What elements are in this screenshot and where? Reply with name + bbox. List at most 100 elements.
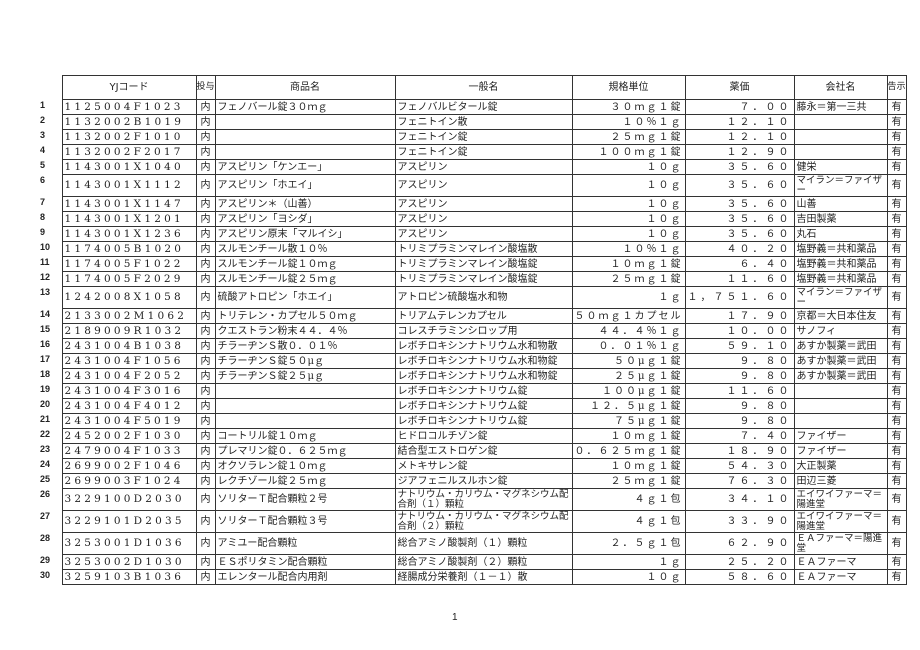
table-row: 7 1143001X1147 内アスピリン＊（山善） アスピリン １０ｇ ３５．６０ 山善有 bbox=[40, 196, 907, 212]
unit-cell: ４ｇ１包 bbox=[571, 510, 686, 533]
brand-name-cell: ソリターＴ配合顆粒３号 bbox=[214, 510, 396, 533]
generic-name-cell: アスピリン bbox=[394, 159, 573, 175]
notice-cell: 有 bbox=[886, 308, 907, 324]
brand-name-cell: スルモンチール錠１０ｍｇ bbox=[214, 256, 396, 272]
generic-name-cell: アスピリン bbox=[394, 226, 573, 242]
route-cell: 内 bbox=[195, 532, 216, 555]
company-cell: ＥＡファーマ bbox=[793, 554, 888, 570]
brand-name-cell: チラーヂンＳ錠２５μｇ bbox=[214, 368, 396, 384]
generic-name-cell: コレスチラミンシロップ用 bbox=[394, 323, 573, 339]
unit-cell: ２５ｍｇ１錠 bbox=[571, 473, 686, 489]
row-number: 2 bbox=[40, 114, 46, 125]
unit-cell: １ｇ bbox=[571, 554, 686, 570]
row-number: 6 bbox=[40, 174, 46, 185]
notice-cell: 有 bbox=[886, 383, 907, 399]
route-cell: 内 bbox=[195, 428, 216, 444]
price-cell: １，７５１．６０ bbox=[684, 286, 795, 309]
header-generic-name: 一般名 bbox=[394, 75, 573, 100]
yj-code-cell: 1125004F1023 bbox=[61, 99, 197, 115]
company-cell: 藤永＝第一三共 bbox=[793, 99, 888, 115]
notice-cell: 有 bbox=[886, 226, 907, 242]
unit-cell: １０％１ｇ bbox=[571, 241, 686, 257]
route-cell: 内 bbox=[195, 211, 216, 227]
yj-code-cell: 2133002M1062 bbox=[61, 308, 197, 324]
brand-name-cell: スルモンチール錠２５ｍｇ bbox=[214, 271, 396, 287]
company-cell: ＥＡファーマ＝陽進堂 bbox=[793, 532, 888, 555]
table-row: 30 3259103B1036 内エレンタール配合内用剤 経腸成分栄養剤（１－１）散 １… bbox=[40, 569, 907, 585]
unit-cell: ０．０１％１ｇ bbox=[571, 338, 686, 354]
generic-name-cell: メトキサレン錠 bbox=[394, 458, 573, 474]
company-cell: 塩野義＝共和薬品 bbox=[793, 241, 888, 257]
notice-cell: 有 bbox=[886, 473, 907, 489]
brand-name-cell: アスピリン原末「マルイシ」 bbox=[214, 226, 396, 242]
header-price: 薬価 bbox=[684, 75, 795, 100]
notice-cell: 有 bbox=[886, 398, 907, 414]
table-row: 11 1174005F1022 内スルモンチール錠１０ｍｇ トリミプラミンマレイン酸塩… bbox=[40, 256, 907, 272]
price-cell: １１．６０ bbox=[684, 271, 795, 287]
row-number: 26 bbox=[40, 488, 51, 499]
row-number: 23 bbox=[40, 443, 51, 454]
notice-cell: 有 bbox=[886, 241, 907, 257]
yj-code-cell: 1143001X1112 bbox=[61, 174, 197, 197]
price-cell: ３５．６０ bbox=[684, 211, 795, 227]
company-cell: ファイザー bbox=[793, 443, 888, 459]
table-row: 4 1132002F2017 内 フェニトイン錠 １００ｍｇ１錠 １２．９０ 有 bbox=[40, 144, 907, 160]
company-cell bbox=[793, 383, 888, 399]
yj-code-cell: 1143001X1147 bbox=[61, 196, 197, 212]
yj-code-cell: 2431004B1038 bbox=[61, 338, 197, 354]
company-cell: ファイザー bbox=[793, 428, 888, 444]
brand-name-cell: コートリル錠１０ｍｇ bbox=[214, 428, 396, 444]
notice-cell: 有 bbox=[886, 99, 907, 115]
price-cell: ６．４０ bbox=[684, 256, 795, 272]
yj-code-cell: 1132002F2017 bbox=[61, 144, 197, 160]
notice-cell: 有 bbox=[886, 368, 907, 384]
generic-name-cell: トリミプラミンマレイン酸塩錠 bbox=[394, 256, 573, 272]
table-row: 27 3229101D2035 内ソリターＴ配合顆粒３号 ナトリウム・カリウム・マグネ… bbox=[40, 510, 907, 533]
price-cell: ３５．６０ bbox=[684, 226, 795, 242]
generic-name-cell: フェニトイン錠 bbox=[394, 144, 573, 160]
generic-name-cell: フェノバルビタール錠 bbox=[394, 99, 573, 115]
table-row: 26 3229100D2030 内ソリターＴ配合顆粒２号 ナトリウム・カリウム・マグネ… bbox=[40, 488, 907, 511]
header-row: YJコード 投与 商品名 一般名 規格単位 薬価 会社名 告示 bbox=[40, 75, 907, 100]
row-number: 3 bbox=[40, 129, 46, 140]
table-row: 29 3253002D1030 内 ＥＳポリタミン配合顆粒 総合アミノ酸製剤（２）顆粒 １… bbox=[40, 554, 907, 570]
generic-name-cell: レボチロキシンナトリウム錠 bbox=[394, 413, 573, 429]
table-row: 12 1174005F2029 内スルモンチール錠２５ｍｇ トリミプラミンマレイン酸塩… bbox=[40, 271, 907, 287]
notice-cell: 有 bbox=[886, 271, 907, 287]
generic-name-cell: ナトリウム・カリウム・マグネシウム配合剤（１）顆粒 bbox=[394, 488, 573, 511]
brand-name-cell: 硫酸アトロピン「ホエイ」 bbox=[214, 286, 396, 309]
route-cell: 内 bbox=[195, 383, 216, 399]
generic-name-cell: アスピリン bbox=[394, 211, 573, 227]
route-cell: 内 bbox=[195, 144, 216, 160]
row-number: 17 bbox=[40, 353, 51, 364]
unit-cell: １０ｇ bbox=[571, 211, 686, 227]
generic-name-cell: フェニトイン散 bbox=[394, 114, 573, 130]
company-cell bbox=[793, 398, 888, 414]
table-row: 5 1143001X1040 内アスピリン「ケンエー」 アスピリン １０ｇ ３５．６０ 健栄… bbox=[40, 159, 907, 175]
generic-name-cell: フェニトイン錠 bbox=[394, 129, 573, 145]
generic-name-cell: 結合型エストロゲン錠 bbox=[394, 443, 573, 459]
company-cell: 健栄 bbox=[793, 159, 888, 175]
notice-cell: 有 bbox=[886, 256, 907, 272]
table-row: 19 2431004F3016 内 レボチロキシンナトリウム錠 １００μｇ１錠 １１．６０… bbox=[40, 383, 907, 399]
price-cell: ６２．９０ bbox=[684, 532, 795, 555]
row-number-header bbox=[40, 76, 62, 100]
yj-code-cell: 1174005F1022 bbox=[61, 256, 197, 272]
unit-cell: ２５ｍｇ１錠 bbox=[571, 129, 686, 145]
company-cell bbox=[793, 413, 888, 429]
brand-name-cell: ＥＳポリタミン配合顆粒 bbox=[214, 554, 396, 570]
brand-name-cell bbox=[214, 383, 396, 399]
brand-name-cell: プレマリン錠０．６２５ｍｇ bbox=[214, 443, 396, 459]
table-row: 25 2699003F1024 内レクチゾール錠２５ｍｇ ジアフェニルスルホン錠 ２５ｍ… bbox=[40, 473, 907, 489]
route-cell: 内 bbox=[195, 129, 216, 145]
notice-cell: 有 bbox=[886, 458, 907, 474]
notice-cell: 有 bbox=[886, 338, 907, 354]
row-number: 4 bbox=[40, 144, 46, 155]
company-cell: 塩野義＝共和薬品 bbox=[793, 271, 888, 287]
company-cell: エイワイファーマ＝陽進堂 bbox=[793, 488, 888, 511]
route-cell: 内 bbox=[195, 196, 216, 212]
unit-cell: １００μｇ１錠 bbox=[571, 383, 686, 399]
brand-name-cell: クエストラン粉末４４．４％ bbox=[214, 323, 396, 339]
company-cell: あすか製薬＝武田 bbox=[793, 368, 888, 384]
price-cell: １８．９０ bbox=[684, 443, 795, 459]
